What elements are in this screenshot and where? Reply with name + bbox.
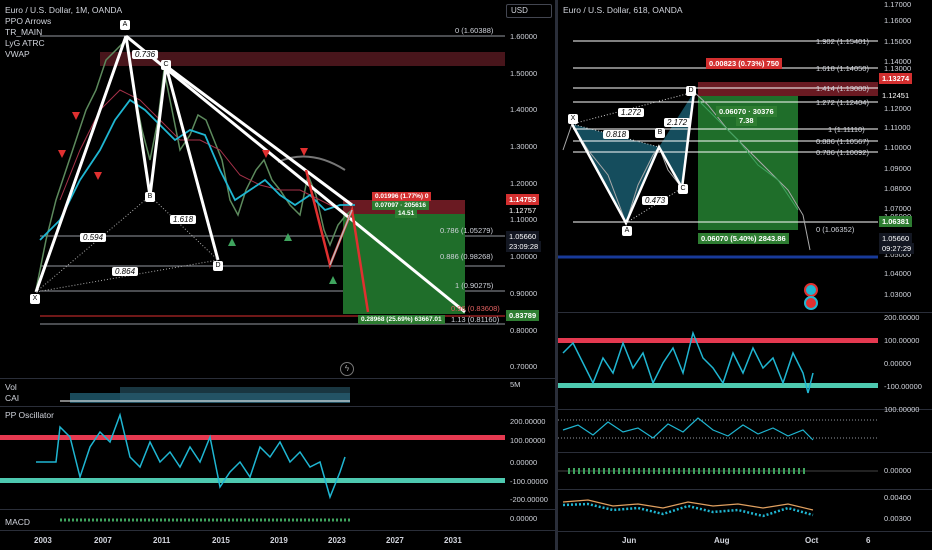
point-d-label: D [213, 261, 223, 271]
right-oscillator-2[interactable] [558, 410, 878, 452]
macd-pane[interactable] [0, 510, 505, 530]
entry-label-2: 7.38 [736, 115, 757, 126]
left-time-axis[interactable]: 2003 2007 2011 2015 2019 2023 2027 2031 [34, 536, 462, 545]
price-tag-grey: 1.12757 [506, 205, 540, 216]
left-chart-pane[interactable]: Euro / U.S. Dollar, 1M, OANDA PPO Arrows… [0, 0, 555, 550]
right-chart-title: Euro / U.S. Dollar, 618, OANDA [563, 5, 683, 15]
fib-label: 0.886 (1.10567) [816, 137, 869, 146]
right-oscillator-3[interactable] [558, 453, 878, 489]
point-b-label: B [655, 128, 665, 138]
entry-label: 0.07097 · 205616 [372, 201, 429, 210]
point-c-label: C [678, 184, 688, 194]
fib-label: 0.886 (0.98268) [440, 252, 493, 261]
price-tag-green: 0.83789 [506, 310, 540, 321]
indicator-vwap[interactable]: VWAP [5, 49, 30, 59]
volume-label: Vol [5, 382, 17, 392]
ratio-label: 0.736 [132, 50, 159, 59]
price-tag-green: 1.06381 [879, 216, 913, 227]
indicator-tr-main[interactable]: TR_MAIN [5, 27, 43, 37]
fib-label: 0 (1.60388) [455, 26, 494, 35]
point-d-label: D [686, 86, 696, 96]
indicator-lyg-atrc[interactable]: LyG ATRC [5, 38, 45, 48]
fib-label: 0.786 (1.05279) [440, 226, 493, 235]
target-label: 0.06070 (5.40%) 2843.86 [698, 233, 789, 244]
right-time-axis[interactable]: Jun Aug Oct 6 [622, 536, 871, 545]
left-chart-legend: Euro / U.S. Dollar, 1M, OANDA PPO Arrows… [5, 5, 122, 60]
pp-oscillator-label: PP Oscillator [5, 410, 54, 420]
ratio-label: 0.473 [642, 196, 669, 205]
fib-label: 1.414 (1.13080) [816, 84, 869, 93]
entry-label-2: 14.51 [395, 209, 418, 218]
cai-label: CAI [5, 393, 20, 403]
ratio-label: 1.618 [170, 215, 197, 224]
right-chart-pane[interactable]: Euro / U.S. Dollar, 618, OANDA X A B C D… [558, 0, 932, 550]
entry-label: 0.06070 · 30376 [716, 106, 777, 117]
left-price-axis[interactable]: 1.60000 1.50000 1.40000 1.30000 1.20000 … [505, 0, 555, 378]
countdown-label: 23:09:28 [506, 241, 542, 252]
fib-label: 0.96 (0.83608) [451, 304, 500, 313]
point-a-label: A [622, 226, 632, 236]
volume-legend: Vol CAI [5, 382, 19, 404]
lightning-icon[interactable]: ϟ [340, 362, 354, 376]
ratio-label: 0.594 [80, 233, 107, 242]
price-tag-current: 1.05660 [506, 231, 540, 242]
macd-label: MACD [5, 517, 31, 527]
volume-axis-label: 5M [510, 380, 521, 389]
point-x-label: X [568, 114, 578, 124]
point-a-label: A [120, 20, 130, 30]
ratio-label: 0.864 [112, 267, 139, 276]
fib-label: 1.618 (1.14050) [816, 64, 869, 73]
right-oscillator-1[interactable] [558, 313, 878, 409]
price-tag-current: 1.05660 [879, 233, 913, 244]
ratio-label: 1.272 [618, 108, 645, 117]
currency-button[interactable]: USD [506, 4, 552, 18]
fib-label: 1 (0.90275) [455, 281, 494, 290]
volume-pane[interactable] [0, 379, 505, 405]
price-tag-red: 1.14753 [506, 194, 540, 205]
stop-loss-label: 0.00823 (0.73%) 750 [706, 58, 783, 69]
target-label: 0.28968 (25.69%) 63667.01 [358, 315, 445, 324]
point-c-label: C [161, 60, 171, 70]
countdown-label: 09:27:29 [879, 243, 915, 254]
fib-label: 1.272 (1.12404) [816, 98, 869, 107]
fib-label: 0 (1.06352) [816, 225, 855, 234]
left-chart-title: Euro / U.S. Dollar, 1M, OANDA [5, 5, 123, 15]
chart-divider[interactable] [555, 0, 558, 550]
point-x-label: X [30, 294, 40, 304]
price-tag-red: 1.13274 [879, 73, 913, 84]
right-price-axis[interactable]: 1.17000 1.16000 1.15000 1.14000 1.13000 … [878, 0, 932, 312]
ratio-label: 2.172 [664, 118, 691, 127]
point-b-label: B [145, 192, 155, 202]
fib-label: 1.902 (1.15401) [816, 37, 869, 46]
fib-label: 1.13 (0.81160) [451, 315, 500, 324]
right-oscillator-4[interactable] [558, 490, 878, 532]
fib-label: 1 (1.11110) [828, 125, 865, 134]
pp-oscillator-pane[interactable] [0, 407, 505, 509]
ratio-label: 0.818 [603, 130, 630, 139]
stop-loss-label: 0.01996 (1.77%) 0 [372, 192, 432, 201]
fib-label: 0.786 (1.10092) [816, 148, 869, 157]
price-tag-grey: 1.12451 [879, 90, 913, 101]
left-main-chart[interactable] [0, 0, 505, 378]
indicator-ppo-arrows[interactable]: PPO Arrows [5, 16, 52, 26]
